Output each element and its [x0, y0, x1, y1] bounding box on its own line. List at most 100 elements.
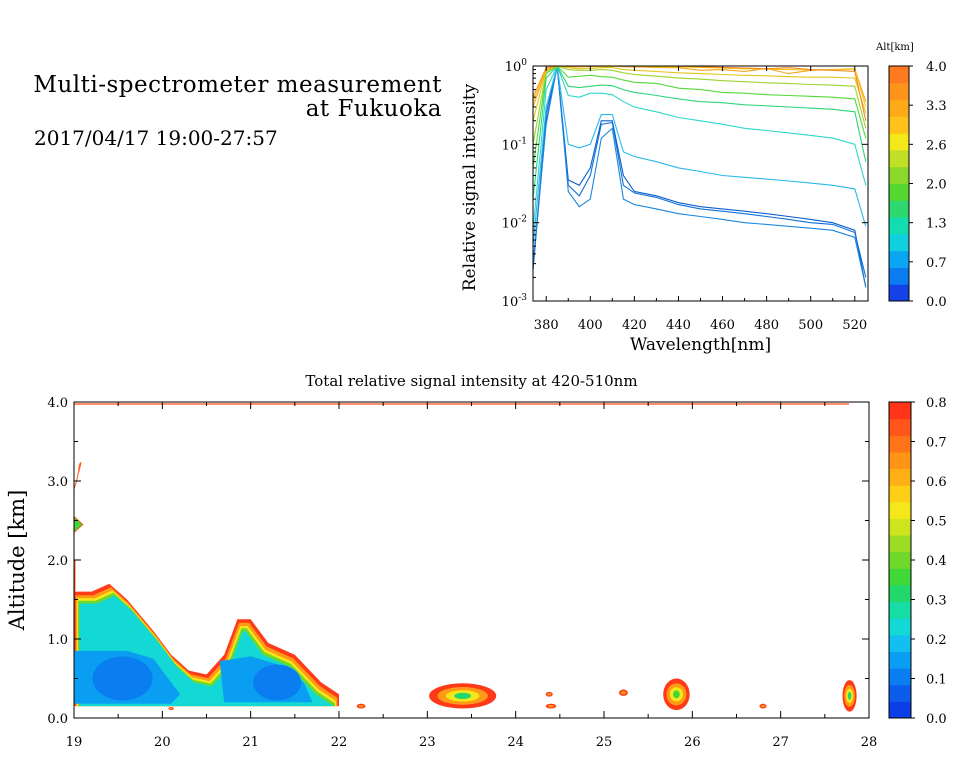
speck-25.2-mid — [620, 691, 627, 695]
plume-core-deep-2 — [253, 664, 302, 701]
heatmap-x-tick-label: 19 — [66, 735, 83, 750]
title-line-1: Multi-spectrometer measurement — [33, 72, 442, 98]
altitude-colorbar-tick-label: 2.0 — [926, 178, 947, 193]
altitude-colorbar-tick-label: 0.0 — [926, 295, 947, 310]
title-line-2: at Fukuoka — [305, 96, 442, 122]
spectrum-x-tick-label: 440 — [666, 318, 691, 333]
heatmap-x-tick-label: 25 — [596, 735, 613, 750]
altitude-colorbar-tick-label: 0.7 — [926, 256, 947, 271]
blob-27.8-core — [847, 691, 852, 700]
spectrum-x-tick-label: 420 — [622, 318, 647, 333]
spectrum-series-group — [533, 66, 867, 288]
altitude-colorbar-segment — [889, 284, 909, 302]
intensity-colorbar-segment — [889, 601, 911, 619]
altitude-colorbar-tick-label: 1.3 — [926, 217, 947, 232]
spectrum-series-line-9 — [533, 66, 867, 108]
heatmap-plot-frame — [73, 401, 870, 719]
intensity-colorbar-tick-label: 0.0 — [926, 712, 947, 727]
spectrum-series-line-1 — [533, 66, 867, 278]
spectrum-x-tick-label: 380 — [534, 318, 559, 333]
altitude-colorbar-segment — [889, 133, 909, 151]
altitude-colorbar-segment — [889, 166, 909, 184]
heatmap-y-tick-label: 0.0 — [47, 712, 68, 727]
heatmap-x-tick-label: 20 — [154, 735, 171, 750]
altitude-colorbar-segment — [889, 217, 909, 235]
left-edge-contour — [74, 462, 82, 490]
heatmap-x-tick-label: 28 — [861, 735, 878, 750]
spectrum-x-axis-label: Wavelength[nm] — [630, 335, 771, 355]
intensity-colorbar-segment — [889, 701, 911, 719]
heatmap-x-tick-label: 24 — [507, 735, 524, 750]
spectrum-x-tick-label: 520 — [842, 318, 867, 333]
altitude-colorbar-segment — [889, 233, 909, 252]
intensity-colorbar-segment — [889, 468, 911, 486]
intensity-colorbar-segment — [889, 568, 911, 586]
altitude-colorbar-segment — [889, 66, 909, 84]
altitude-colorbar-segment — [889, 267, 909, 285]
spectrum-y-tick-label: 100 — [505, 58, 528, 75]
heatmap-title: Total relative signal intensity at 420-5… — [305, 372, 637, 390]
altitude-colorbar-segment — [889, 99, 909, 117]
heatmap-y-tick-label: 2.0 — [47, 554, 68, 569]
intensity-colorbar-tick-label: 0.8 — [926, 396, 947, 411]
altitude-colorbar-segment — [889, 82, 909, 101]
intensity-colorbar-tick-label: 0.5 — [926, 515, 947, 530]
intensity-colorbar-tick-label: 0.3 — [926, 594, 947, 609]
spectrum-y-tick-label: 10-1 — [502, 136, 527, 153]
plume-core-deep — [92, 656, 153, 701]
speck-24.4-mid — [547, 704, 555, 708]
spectrum-series-line-7 — [533, 66, 867, 145]
altitude-colorbar-segment — [889, 183, 909, 201]
heatmap-y-tick-label: 1.0 — [47, 633, 68, 648]
spectrum-series-line-6 — [533, 66, 867, 168]
intensity-colorbar-tick-label: 0.4 — [926, 554, 947, 569]
intensity-colorbar-tick-label: 0.2 — [926, 633, 947, 648]
heatmap-area — [74, 403, 857, 712]
spectrum-series-line-2 — [533, 66, 867, 288]
measurement-datetime: 2017/04/17 19:00-27:57 — [34, 126, 278, 150]
intensity-colorbar-segment — [889, 418, 911, 436]
altitude-colorbar-segment — [889, 250, 909, 268]
spectrum-series-line-10 — [533, 66, 867, 108]
intensity-colorbar-tick-label: 0.6 — [926, 475, 947, 490]
spectrum-series-line-3 — [533, 66, 867, 247]
intensity-colorbar-segment — [889, 618, 911, 636]
altitude-colorbar-tick-label: 4.0 — [926, 60, 947, 75]
speck-24.4b-mid — [547, 693, 552, 696]
spectrum-series-line-11 — [533, 66, 867, 121]
intensity-colorbar-segment — [889, 402, 911, 420]
spectrum-series-line-0 — [533, 66, 867, 288]
intensity-colorbar-segment — [889, 551, 911, 569]
speck-22.2-mid — [358, 704, 364, 708]
altitude-colorbar-title: Alt[km] — [875, 42, 914, 53]
spectrum-x-tick-label: 460 — [710, 318, 735, 333]
spectrum-y-tick-label: 10-2 — [502, 215, 527, 232]
heatmap-x-tick-label: 26 — [684, 735, 701, 750]
intensity-colorbar-segment — [889, 451, 911, 470]
intensity-colorbar-segment — [889, 651, 911, 669]
blob-25.8-core — [673, 690, 680, 699]
altitude-colorbar-segment — [889, 116, 909, 134]
heatmap-y-axis-label: Altitude [km] — [5, 490, 29, 632]
left-edge-feature — [74, 515, 84, 534]
intensity-colorbar-segment — [889, 518, 911, 536]
intensity-colorbar-segment — [889, 584, 911, 603]
spectrum-y-tick-label: 10-3 — [502, 293, 528, 310]
altitude-heatmap-chart: Total relative signal intensity at 420-5… — [5, 372, 947, 750]
heatmap-y-tick-label: 3.0 — [47, 475, 68, 490]
spectrum-chart: 380 400 420 440 460 480 500 520 10-3 10-2 10-1 100 W… — [460, 42, 947, 355]
intensity-colorbar-segment — [889, 668, 911, 686]
altitude-colorbar-tick-label: 3.3 — [926, 99, 947, 114]
heatmap-x-tick-label: 21 — [242, 735, 259, 750]
spectrum-series-line-4 — [533, 66, 867, 231]
altitude-colorbar-segment — [889, 200, 909, 218]
intensity-colorbar-segment — [889, 485, 911, 503]
speck-20.1-mid — [169, 707, 173, 710]
spectrum-series-line-8 — [533, 66, 867, 121]
spectrum-x-tick-label: 480 — [754, 318, 779, 333]
intensity-colorbar-segment — [889, 634, 911, 652]
spectrum-x-tick-label: 500 — [798, 318, 823, 333]
intensity-colorbar-segment — [889, 684, 911, 702]
speck-26.8-mid — [760, 704, 766, 708]
